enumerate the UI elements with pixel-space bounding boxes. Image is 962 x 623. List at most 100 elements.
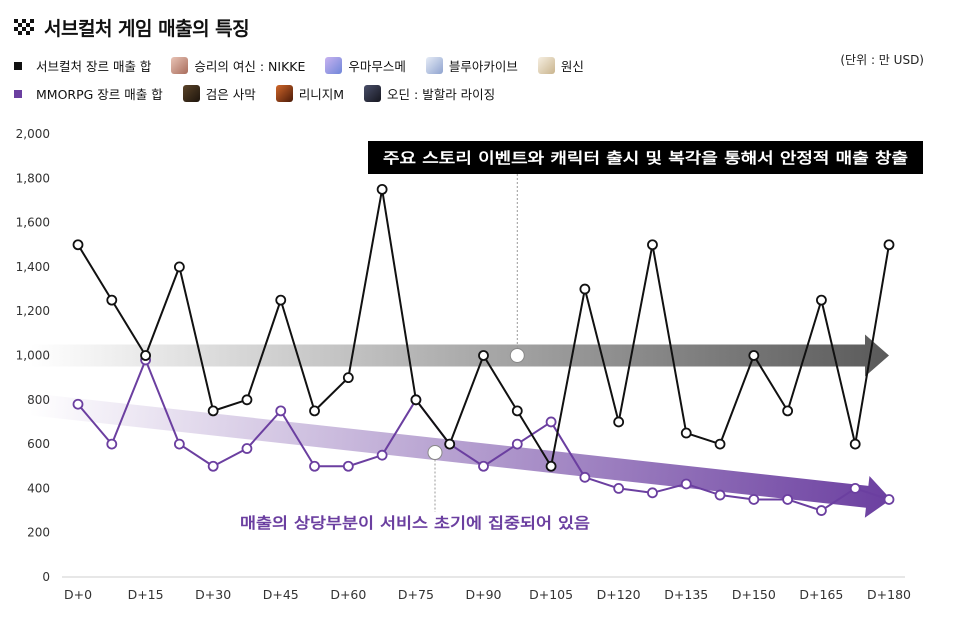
data-point-mmorpg xyxy=(579,471,591,483)
annotation-bottom-text: 매출의 상당부분이 서비스 초기에 집중되어 있음 xyxy=(240,514,590,532)
legend-label: 우마무스메 xyxy=(348,59,406,74)
nikke-game-icon xyxy=(171,57,189,74)
y-tick-label: 600 xyxy=(27,437,50,451)
x-tick-label: D+0 xyxy=(64,587,92,602)
y-tick-label: 1,400 xyxy=(16,260,50,274)
data-point-subculture xyxy=(782,405,794,417)
data-point-mmorpg xyxy=(647,487,658,499)
data-point-subculture xyxy=(613,416,625,428)
x-tick-label: D+45 xyxy=(263,587,299,602)
data-point-mmorpg xyxy=(613,482,625,494)
checkered-flag-icon xyxy=(14,18,34,35)
x-tick-label: D+120 xyxy=(597,587,641,602)
legend-row-1: 서브컬처 장르 매출 합 승리의 여신 : NIKKE 우마무스메 블루아카이브… xyxy=(14,56,604,75)
legend-row-2: MMORPG 장르 매출 합 검은 사막 리니지M 오딘 : 발할라 라이징 xyxy=(14,84,515,103)
data-point-mmorpg xyxy=(714,489,726,501)
legend-item-umamusume: 우마무스메 xyxy=(325,56,406,75)
data-point-subculture xyxy=(72,239,84,251)
odin-game-icon xyxy=(364,85,382,102)
data-point-mmorpg xyxy=(241,443,253,454)
data-point-subculture xyxy=(748,350,760,361)
data-point-mmorpg xyxy=(376,449,388,461)
legend-label: 블루아카이브 xyxy=(448,59,518,74)
data-point-mmorpg xyxy=(511,438,523,450)
x-tick-label: D+30 xyxy=(195,587,231,602)
lineagem-game-icon xyxy=(275,85,293,102)
y-tick-label: 1,200 xyxy=(16,304,50,318)
legend-swatch-subculture xyxy=(14,61,22,70)
bluearchive-game-icon xyxy=(425,57,443,74)
data-point-mmorpg xyxy=(275,405,287,417)
legend-label: 원신 xyxy=(560,59,584,74)
x-tick-label: D+165 xyxy=(799,587,843,602)
data-point-subculture xyxy=(444,438,456,450)
y-tick-label: 0 xyxy=(42,570,50,584)
umamusume-game-icon xyxy=(325,57,343,74)
data-point-mmorpg xyxy=(106,438,118,450)
data-point-subculture xyxy=(478,350,489,361)
data-point-subculture xyxy=(140,350,151,361)
data-point-mmorpg xyxy=(782,494,794,505)
data-point-subculture xyxy=(647,239,658,251)
x-tick-label: D+180 xyxy=(867,587,911,602)
y-tick-label: 400 xyxy=(27,481,50,495)
legend-label: MMORPG 장르 매출 합 xyxy=(36,87,163,102)
data-point-mmorpg xyxy=(173,438,185,450)
x-tick-label: D+60 xyxy=(330,587,366,602)
y-tick-label: 1,800 xyxy=(16,171,50,185)
data-point-subculture xyxy=(342,372,354,384)
legend-label: 서브컬처 장르 매출 합 xyxy=(36,59,152,74)
annotation-bottom-anchor xyxy=(427,445,443,461)
chart-title: 서브컬처 게임 매출의 특징 xyxy=(44,18,250,40)
y-tick-label: 2,000 xyxy=(16,127,50,141)
legend-item-mmorpg: MMORPG 장르 매출 합 xyxy=(14,84,163,103)
data-point-subculture xyxy=(241,394,253,406)
data-point-subculture xyxy=(309,405,320,417)
legend-item-subculture: 서브컬처 장르 매출 합 xyxy=(14,56,151,75)
annotation-top-box xyxy=(368,141,923,174)
data-point-mmorpg xyxy=(478,460,489,472)
data-point-subculture xyxy=(106,294,118,306)
data-point-mmorpg xyxy=(72,398,84,410)
data-point-subculture xyxy=(680,427,692,439)
data-point-mmorpg xyxy=(680,478,692,490)
data-point-mmorpg xyxy=(309,460,320,472)
legend-label: 오딘 : 발할라 라이징 xyxy=(387,87,496,102)
annotations-layer: 주요 스토리 이벤트와 캐릭터 출시 및 복각을 통해서 안정적 매출 창출매출… xyxy=(240,141,923,532)
annotation-top-anchor xyxy=(509,348,525,363)
y-tick-label: 200 xyxy=(27,526,50,540)
data-point-mmorpg xyxy=(207,460,219,472)
genshin-game-icon xyxy=(537,57,555,74)
data-point-mmorpg xyxy=(883,494,895,505)
data-point-subculture xyxy=(410,394,422,406)
legend-label: 승리의 여신 : NIKKE xyxy=(194,59,306,74)
legend-item-odin: 오딘 : 발할라 라이징 xyxy=(364,84,495,103)
data-point-subculture xyxy=(511,405,523,417)
data-point-subculture xyxy=(714,438,726,450)
legend-item-lineagem: 리니지M xyxy=(275,84,344,103)
data-point-mmorpg xyxy=(545,416,557,428)
annotation-top-text: 주요 스토리 이벤트와 캐릭터 출시 및 복각을 통해서 안정적 매출 창출 xyxy=(383,149,908,167)
data-point-mmorpg xyxy=(748,494,760,505)
title-row: 서브컬처 게임 매출의 특징 xyxy=(14,14,250,41)
legend-swatch-mmorpg xyxy=(14,89,22,98)
x-tick-label: D+150 xyxy=(732,587,776,602)
data-point-subculture xyxy=(207,405,219,417)
trend-arrow-top-shape xyxy=(30,334,889,377)
data-point-mmorpg xyxy=(342,460,354,472)
data-point-mmorpg xyxy=(849,482,861,494)
legend-item-blackdesert: 검은 사막 xyxy=(182,84,256,103)
data-point-subculture xyxy=(275,294,287,306)
legend-label: 검은 사막 xyxy=(205,87,256,102)
legend-item-genshin: 원신 xyxy=(537,56,584,75)
data-point-mmorpg xyxy=(816,505,827,516)
axes: 02004006008001,0001,2001,4001,6001,8002,… xyxy=(16,127,911,602)
data-point-subculture xyxy=(579,283,591,295)
x-tick-label: D+105 xyxy=(529,587,573,602)
series-lines xyxy=(72,183,895,516)
x-tick-label: D+15 xyxy=(128,587,164,602)
x-tick-label: D+135 xyxy=(664,587,708,602)
trend-arrow-top xyxy=(30,334,889,377)
blackdesert-game-icon xyxy=(182,85,200,102)
y-tick-label: 1,600 xyxy=(16,216,50,230)
